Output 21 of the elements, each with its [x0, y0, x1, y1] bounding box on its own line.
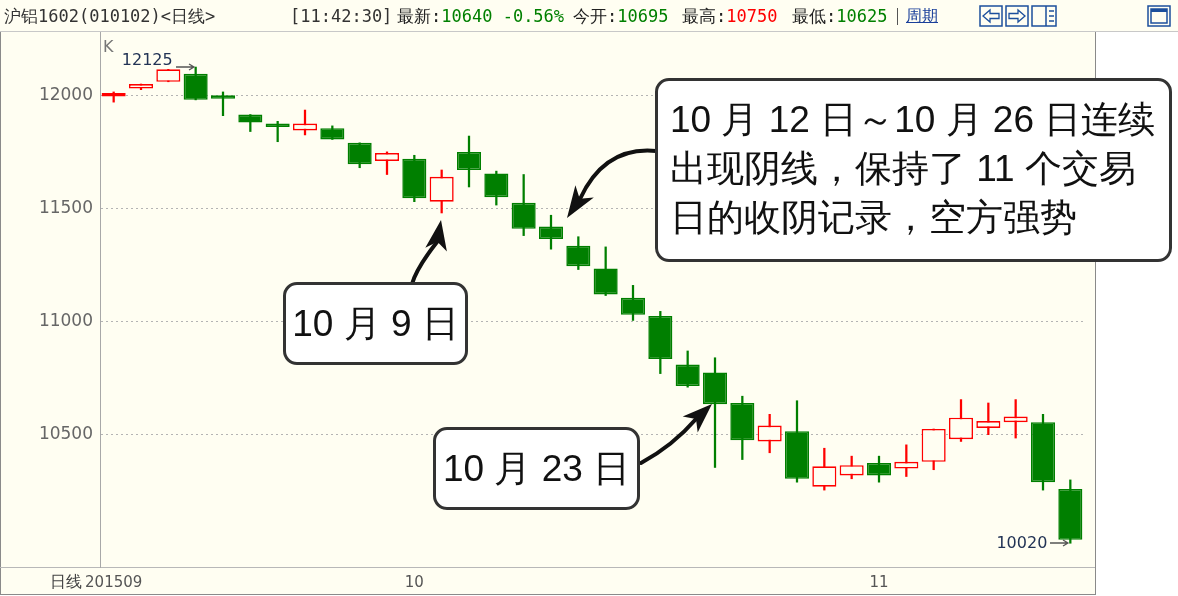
annotation: K — [103, 37, 114, 56]
text: 最新:10640 -0.56% — [397, 6, 565, 26]
y-tick-label: 12000 — [38, 83, 93, 104]
y-tick-label: 11500 — [38, 196, 93, 217]
x-axis-title: 日线 — [50, 572, 82, 591]
x-tick-label: 201509 — [85, 572, 143, 591]
x-tick-label: 11 — [869, 572, 889, 591]
y-tick-label: 11000 — [38, 309, 93, 330]
text: 最高:10750 — [682, 6, 778, 26]
text: 今开:10695 — [573, 6, 669, 26]
text: 周期 — [906, 6, 938, 26]
chart-title: 沪铝1602(010102)<日线> — [4, 6, 216, 26]
annotation: 10 月 9 日 — [283, 282, 468, 365]
annotation: 10 月 12 日～10 月 26 日连续出现阴线，保持了 11 个交易日的收阴记录，空方强势 — [655, 78, 1172, 262]
annotation: 10020 — [996, 533, 1048, 553]
text: 最低:10625 — [792, 6, 888, 26]
y-tick-label: 10500 — [38, 423, 93, 444]
text: [11:42:30] — [290, 6, 393, 26]
annotation: 10 月 23 日 — [433, 427, 640, 510]
annotation: 12125 — [121, 50, 173, 70]
x-tick-label: 10 — [404, 572, 424, 591]
